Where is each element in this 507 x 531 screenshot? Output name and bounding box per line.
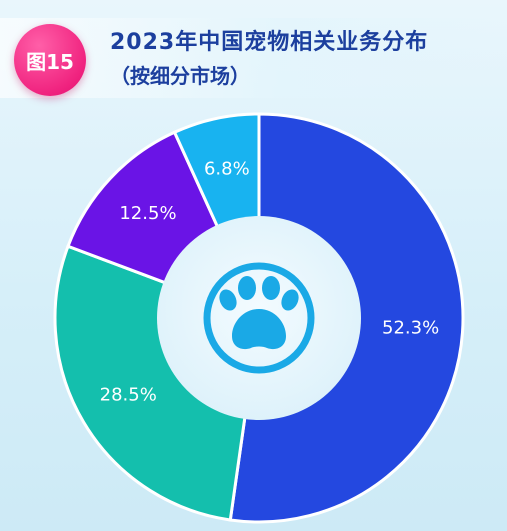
figure-badge: 图15 [14, 24, 86, 96]
paw-icon [203, 262, 315, 374]
chart-subtitle: （按细分市场） [110, 64, 250, 88]
slice-labels: 52.3% 28.5% 12.5% 6.8% [100, 158, 440, 405]
slice-label-2: 28.5% [100, 385, 157, 406]
slice-label-1: 52.3% [382, 318, 439, 339]
slice-label-3: 12.5% [119, 203, 176, 224]
chart-title: 2023年中国宠物相关业务分布 [110, 30, 429, 55]
slice-label-4: 6.8% [204, 158, 250, 179]
donut-slices [53, 112, 465, 524]
